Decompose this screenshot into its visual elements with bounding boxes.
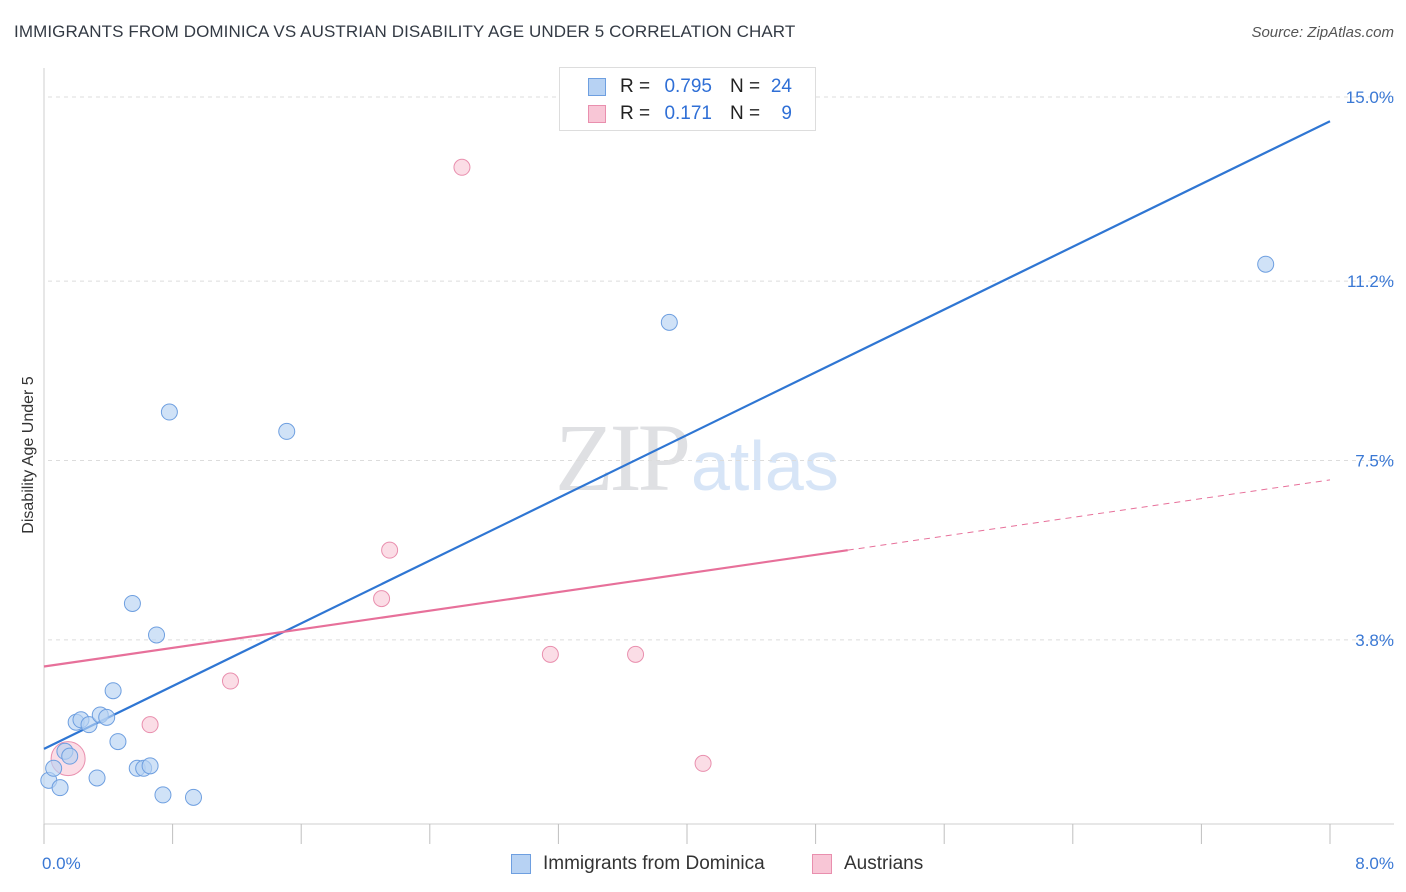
point-dominica <box>160 403 178 421</box>
point-austrians <box>453 158 471 176</box>
stats-r-value: 0.171 <box>664 103 712 124</box>
legend-label-austrians: Austrians <box>844 853 924 874</box>
label-layer: 3.8% 7.5% 11.2% 15.0% 0.0% 8.0% Disability Age… <box>20 88 1394 873</box>
y-tick-label: 15.0% <box>1346 88 1394 107</box>
point-dominica <box>61 747 79 765</box>
stats-n-label: N = <box>730 76 761 97</box>
stats-n-value: 9 <box>781 103 792 124</box>
y-tick-label: 7.5% <box>1355 452 1394 471</box>
stats-r-label: R = <box>620 76 651 97</box>
point-austrians <box>694 754 712 772</box>
point-dominica <box>109 733 127 751</box>
chart-legend: Immigrants from Dominica Austrians <box>0 852 1406 878</box>
stats-swatch-dominica <box>588 78 606 96</box>
point-dominica <box>278 422 296 440</box>
point-dominica <box>123 594 141 612</box>
legend-swatch-austrians <box>812 854 832 874</box>
watermark-zip: ZIP <box>555 404 691 511</box>
legend-swatch-dominica <box>511 854 531 874</box>
grid-layer <box>48 96 1394 641</box>
point-austrians <box>627 645 645 663</box>
trendline-austrians <box>43 549 848 668</box>
axis-layer <box>43 68 1394 844</box>
point-austrians <box>381 541 399 559</box>
point-austrians <box>373 590 391 608</box>
y-tick-label: 3.8% <box>1355 631 1394 650</box>
point-dominica <box>98 708 116 726</box>
trendline-austrians-extension <box>847 479 1331 551</box>
stats-box: R = 0.795 N = 24 R = 0.171 N = 9 <box>559 67 816 131</box>
point-dominica <box>660 313 678 331</box>
stats-row-austrians: R = 0.171 N = 9 <box>560 101 815 129</box>
y-tick-label: 11.2% <box>1347 272 1394 291</box>
x-tick-label: 0.0% <box>42 854 81 873</box>
trendline-dominica <box>43 120 1331 750</box>
watermark-atlas: atlas <box>691 427 839 505</box>
chart-title: IMMIGRANTS FROM DOMINICA VS AUSTRIAN DIS… <box>14 22 796 41</box>
point-austrians <box>541 645 559 663</box>
point-dominica <box>148 626 166 644</box>
point-dominica <box>184 788 202 806</box>
point-dominica <box>141 757 159 775</box>
point-dominica <box>80 716 98 734</box>
point-austrians <box>221 672 239 690</box>
trend-layer <box>43 120 1331 750</box>
point-austrians <box>141 716 159 734</box>
y-axis-title: Disability Age Under 5 <box>20 376 37 534</box>
point-dominica <box>88 769 106 787</box>
stats-r-label: R = <box>620 103 651 124</box>
stats-r-value: 0.795 <box>664 76 712 97</box>
x-tick-label: 8.0% <box>1355 854 1394 873</box>
stats-n-label: N = <box>730 103 761 124</box>
stats-swatch-austrians <box>588 105 606 123</box>
point-layer <box>40 158 1275 806</box>
point-dominica <box>45 759 63 777</box>
watermark: ZIPatlas <box>555 402 839 513</box>
point-dominica <box>154 786 172 804</box>
stats-row-dominica: R = 0.795 N = 24 <box>560 74 815 102</box>
point-dominica <box>104 682 122 700</box>
source-label: Source: ZipAtlas.com <box>1251 24 1394 41</box>
stats-n-value: 24 <box>770 76 792 97</box>
legend-label-dominica: Immigrants from Dominica <box>543 853 765 874</box>
point-dominica <box>51 779 69 797</box>
point-dominica <box>1257 255 1275 273</box>
